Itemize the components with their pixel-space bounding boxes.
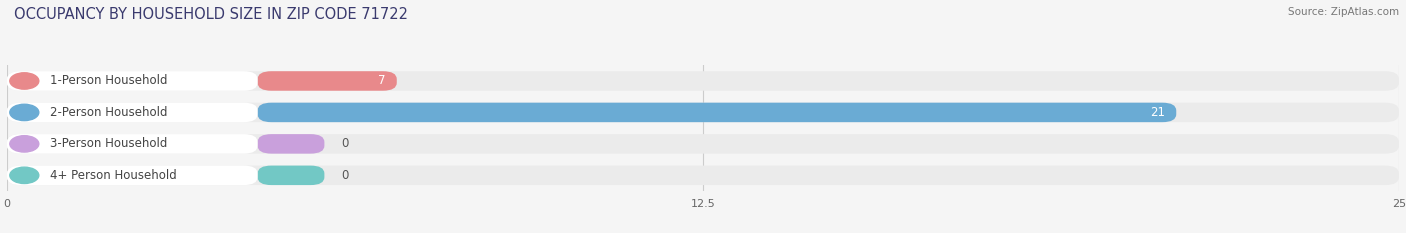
FancyBboxPatch shape xyxy=(257,166,325,185)
FancyBboxPatch shape xyxy=(7,166,257,185)
Text: 4+ Person Household: 4+ Person Household xyxy=(51,169,177,182)
Text: 0: 0 xyxy=(342,137,349,150)
Text: 2-Person Household: 2-Person Household xyxy=(51,106,167,119)
Text: 0: 0 xyxy=(342,169,349,182)
FancyBboxPatch shape xyxy=(7,134,1399,154)
Circle shape xyxy=(10,167,39,184)
FancyBboxPatch shape xyxy=(257,103,1177,122)
FancyBboxPatch shape xyxy=(7,103,257,122)
Text: 7: 7 xyxy=(378,75,385,87)
Circle shape xyxy=(10,136,39,152)
FancyBboxPatch shape xyxy=(7,71,257,91)
FancyBboxPatch shape xyxy=(257,134,325,154)
FancyBboxPatch shape xyxy=(7,71,1399,91)
Text: Source: ZipAtlas.com: Source: ZipAtlas.com xyxy=(1288,7,1399,17)
Circle shape xyxy=(10,104,39,121)
FancyBboxPatch shape xyxy=(7,166,1399,185)
Text: OCCUPANCY BY HOUSEHOLD SIZE IN ZIP CODE 71722: OCCUPANCY BY HOUSEHOLD SIZE IN ZIP CODE … xyxy=(14,7,408,22)
Text: 21: 21 xyxy=(1150,106,1166,119)
Text: 3-Person Household: 3-Person Household xyxy=(51,137,167,150)
FancyBboxPatch shape xyxy=(7,103,1399,122)
Text: 1-Person Household: 1-Person Household xyxy=(51,75,167,87)
FancyBboxPatch shape xyxy=(257,71,396,91)
Circle shape xyxy=(10,73,39,89)
FancyBboxPatch shape xyxy=(7,134,257,154)
